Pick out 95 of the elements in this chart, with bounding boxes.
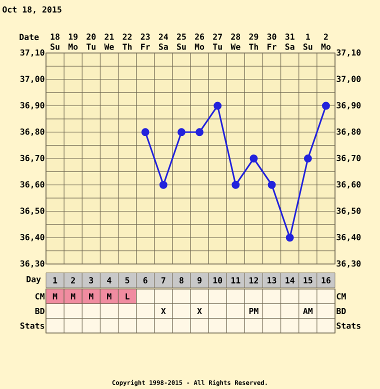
x-tick-label: 1	[53, 277, 58, 284]
y2-tick-label: BD	[336, 308, 346, 314]
text: X	[197, 308, 202, 314]
y-tick-label: 36,40	[20, 234, 44, 242]
y2-tick-label: 36,90	[336, 102, 361, 110]
x-tick-label: 12	[250, 277, 258, 284]
point	[214, 102, 222, 110]
text: X	[161, 308, 166, 314]
x-tick-label: 13	[268, 277, 276, 284]
text: Tu	[212, 44, 222, 50]
point	[304, 154, 312, 162]
text: AM	[303, 308, 313, 314]
text: Sa	[158, 44, 168, 50]
x-tick-label: 14	[286, 277, 294, 284]
x-tick-label: 25	[176, 34, 186, 40]
point	[322, 102, 330, 110]
x-tick-label: 30	[267, 34, 276, 40]
x-tick-label: 7	[161, 277, 166, 284]
y2-tick-label: 36,30	[336, 260, 361, 268]
y-tick-label: Stats	[20, 322, 44, 329]
x-tick-label: 29	[249, 34, 258, 40]
x-tick-label: 23	[140, 34, 150, 40]
y2-tick-label: CM	[336, 293, 346, 300]
text: Su	[177, 44, 186, 50]
y-tick-label: 37,00	[20, 76, 44, 84]
x-tick-label: 2	[324, 34, 328, 40]
y-tick-label: 36,50	[20, 208, 44, 215]
x-tick-label: 28	[231, 34, 240, 40]
x-tick-label: 8	[180, 277, 184, 284]
y2-tick-label: 36,80	[336, 128, 361, 136]
text: Th	[249, 44, 258, 50]
point	[177, 128, 186, 136]
x-tick-label: 1	[306, 34, 310, 40]
x-tick-label: 4	[107, 277, 112, 284]
x-tick-label: 19	[68, 34, 78, 40]
x-tick-label: 24	[158, 34, 168, 40]
y-tick-label: 36,90	[20, 102, 44, 110]
y2-tick-label: 36,40	[336, 234, 361, 242]
y2-tick-label: 37,00	[336, 76, 361, 84]
text: Mo	[68, 44, 78, 50]
x-tick-label: 20	[86, 34, 96, 40]
chart-title: Oct 18, 2015	[2, 6, 62, 14]
x-tick-label: 21	[104, 34, 114, 40]
x-tick-label: 31	[285, 34, 294, 40]
text: M	[70, 293, 76, 300]
text: Sa	[285, 44, 294, 50]
y-tick-label: 37,10	[20, 49, 44, 57]
point	[196, 128, 204, 136]
point	[286, 234, 294, 242]
x-axis-title: Day	[26, 276, 41, 284]
point	[250, 154, 258, 162]
y-tick-label: CM	[35, 293, 44, 300]
x-tick-label: 26	[195, 34, 204, 40]
text: We	[230, 44, 240, 50]
point	[159, 180, 168, 189]
text: Su	[50, 44, 60, 50]
x-tick-label: 10	[213, 277, 222, 284]
point	[141, 128, 150, 136]
text: M	[89, 293, 94, 300]
y-tick-label: 36,70	[20, 154, 44, 162]
x-tick-label: 15	[304, 277, 312, 284]
text: L	[126, 293, 130, 300]
y-tick-label: 36,60	[20, 181, 44, 189]
y-tick-label: 36,30	[20, 260, 44, 268]
x-tick-label: 9	[198, 277, 202, 284]
text: Mo	[194, 44, 204, 50]
text: Fr	[268, 44, 276, 50]
x-tick-label: 3	[89, 277, 94, 284]
point	[268, 180, 276, 189]
y2-tick-label: 36,50	[336, 208, 361, 215]
x-tick-label: 11	[231, 277, 240, 284]
x-tick-label: 16	[322, 277, 331, 284]
text: M	[52, 293, 58, 300]
text: PM	[249, 308, 258, 314]
y2-tick-label: 36,60	[336, 181, 361, 189]
y-tick-label: 36,80	[20, 128, 44, 136]
text: Fr	[141, 44, 150, 50]
y-tick-label: BD	[35, 308, 44, 314]
text: We	[104, 44, 114, 50]
y2-tick-label: 36,70	[336, 154, 361, 162]
x-tick-label: 27	[213, 34, 222, 40]
point	[232, 180, 240, 189]
text: Th	[122, 44, 132, 50]
x-tick-label: 22	[122, 34, 132, 40]
text: M	[107, 293, 112, 300]
x-tick-label: 2	[71, 277, 75, 284]
x-tick-label: 5	[125, 277, 130, 284]
x-tick-label: 6	[143, 277, 148, 284]
text: Mo	[321, 44, 331, 50]
y2-tick-label: 37,10	[336, 49, 361, 57]
text: Su	[303, 44, 312, 50]
text: Tu	[86, 44, 96, 50]
x-axis-title: Date	[20, 34, 39, 40]
y2-tick-label: Stats	[336, 322, 360, 329]
x-tick-label: 18	[50, 34, 60, 40]
